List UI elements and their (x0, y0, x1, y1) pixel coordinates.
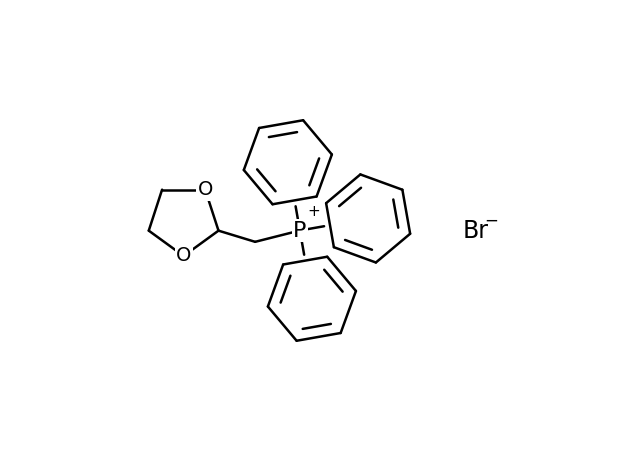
Text: Br: Br (463, 219, 489, 242)
Text: P: P (293, 220, 307, 241)
Text: O: O (198, 180, 213, 199)
Text: −: − (484, 212, 498, 230)
Text: O: O (176, 247, 191, 266)
Text: +: + (308, 204, 321, 219)
